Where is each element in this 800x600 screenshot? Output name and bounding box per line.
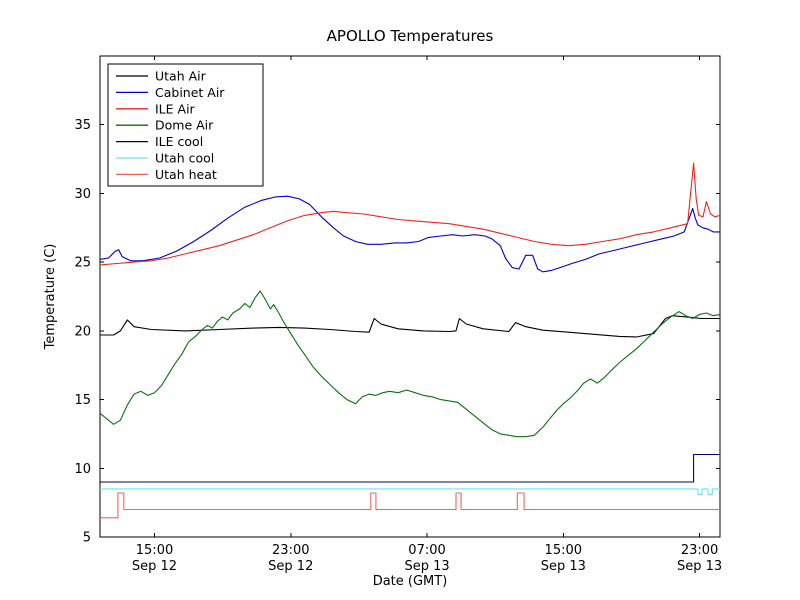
series-ile-cool — [100, 453, 720, 483]
legend-label: Dome Air — [155, 118, 214, 133]
y-tick-label: 25 — [74, 256, 91, 271]
legend-label: ILE Air — [155, 101, 196, 116]
x-tick-date: Sep 12 — [132, 559, 177, 574]
x-tick-time: 23:00 — [272, 543, 309, 558]
y-tick-label: 10 — [74, 462, 91, 477]
x-tick-date: Sep 13 — [677, 559, 722, 574]
x-tick-date: Sep 13 — [541, 559, 586, 574]
y-tick-label: 20 — [74, 324, 91, 339]
chart-title: APOLLO Temperatures — [327, 27, 494, 45]
legend-label: ILE cool — [155, 134, 203, 149]
x-tick-time: 07:00 — [408, 543, 445, 558]
x-axis-label: Date (GMT) — [373, 574, 448, 589]
series-utah-cool — [100, 488, 720, 495]
y-tick-label: 5 — [83, 531, 91, 546]
legend-label: Utah heat — [155, 167, 217, 182]
y-tick-label: 30 — [74, 187, 91, 202]
y-axis-label: Temperature (C) — [43, 244, 58, 351]
series-utah-heat — [100, 492, 720, 519]
series-cabinet-air — [99, 195, 720, 273]
x-tick-date: Sep 13 — [404, 559, 449, 574]
series-ile-air — [99, 162, 721, 266]
series-dome-air — [99, 290, 721, 438]
legend-label: Utah cool — [155, 151, 214, 166]
series-utah-air — [100, 315, 720, 338]
x-tick-time: 15:00 — [545, 543, 582, 558]
x-tick-time: 23:00 — [681, 543, 718, 558]
legend-label: Utah Air — [155, 69, 207, 84]
x-tick-time: 15:00 — [136, 543, 173, 558]
y-tick-label: 35 — [74, 118, 91, 133]
x-tick-date: Sep 12 — [268, 559, 313, 574]
legend-label: Cabinet Air — [155, 85, 225, 100]
y-tick-label: 15 — [74, 393, 91, 408]
plot-frame — [99, 55, 721, 538]
